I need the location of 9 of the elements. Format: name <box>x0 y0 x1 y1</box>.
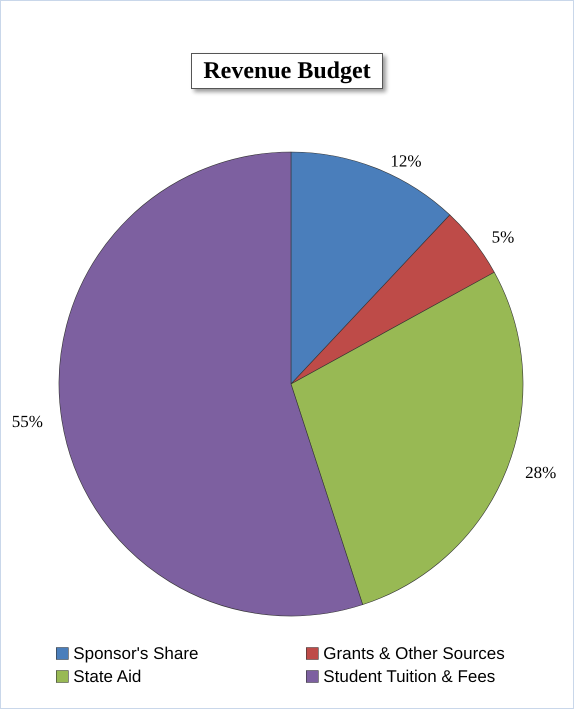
legend-label: Student Tuition & Fees <box>323 667 496 686</box>
legend-label: State Aid <box>73 667 142 686</box>
legend-label: Sponsor's Share <box>73 644 198 663</box>
data-label: 55% <box>12 412 43 432</box>
data-label: 28% <box>525 462 556 482</box>
legend-label: Grants & Other Sources <box>323 644 505 663</box>
chart-title: Revenue Budget <box>203 58 371 84</box>
data-label: 5% <box>492 227 514 246</box>
data-label: 12% <box>390 151 422 170</box>
